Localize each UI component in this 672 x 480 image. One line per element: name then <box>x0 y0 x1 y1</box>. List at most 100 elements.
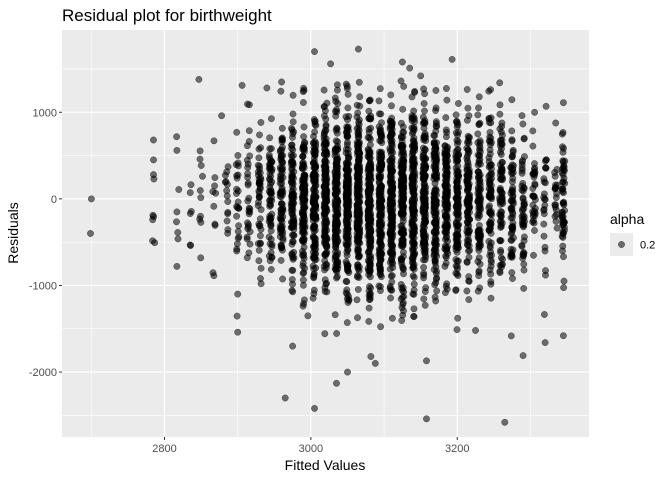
data-point <box>195 75 203 83</box>
data-point <box>397 77 405 85</box>
data-point <box>255 257 263 265</box>
data-point <box>465 277 473 285</box>
data-point <box>454 231 462 239</box>
data-point <box>410 280 418 288</box>
data-point <box>197 212 204 220</box>
data-point <box>443 147 451 155</box>
data-point <box>508 269 516 277</box>
data-point <box>496 101 504 109</box>
data-point <box>551 203 559 211</box>
data-point <box>552 119 560 127</box>
data-point <box>398 228 406 236</box>
data-point <box>509 146 517 154</box>
data-point <box>267 227 275 235</box>
data-point <box>343 223 351 231</box>
data-point <box>278 180 286 187</box>
data-point <box>560 144 567 152</box>
data-point <box>246 208 254 216</box>
data-point <box>365 185 373 193</box>
data-point <box>560 284 568 292</box>
data-point <box>398 182 406 190</box>
data-point <box>508 127 516 135</box>
data-point <box>377 323 385 331</box>
data-point <box>398 222 406 229</box>
data-point <box>234 328 242 336</box>
data-point <box>365 129 373 137</box>
data-point <box>255 187 263 195</box>
data-point <box>263 84 271 92</box>
data-point <box>365 107 373 115</box>
data-point <box>498 119 506 127</box>
data-point <box>233 312 241 320</box>
data-point <box>312 121 320 129</box>
data-point <box>419 175 427 183</box>
data-point <box>499 159 506 166</box>
data-point <box>399 239 407 247</box>
data-point <box>464 162 472 170</box>
data-point <box>327 60 335 68</box>
data-point <box>354 145 362 153</box>
data-point <box>150 156 157 164</box>
data-point <box>486 178 494 186</box>
data-point <box>497 211 505 219</box>
data-point <box>276 222 284 230</box>
data-point <box>453 242 461 250</box>
data-point <box>410 250 418 258</box>
data-point <box>343 286 351 294</box>
data-point <box>442 181 450 189</box>
data-point <box>540 232 548 240</box>
data-point <box>332 253 340 261</box>
data-point <box>288 266 296 274</box>
data-point <box>343 251 351 259</box>
data-point <box>364 213 372 221</box>
data-point <box>432 107 440 115</box>
data-point <box>453 197 461 205</box>
data-point <box>255 194 263 201</box>
data-point <box>400 82 408 90</box>
data-point <box>150 171 157 179</box>
data-point <box>388 102 395 110</box>
data-point <box>343 85 351 92</box>
data-point <box>344 159 352 167</box>
data-point <box>233 172 241 180</box>
data-point <box>488 195 495 203</box>
data-point <box>281 394 289 402</box>
data-point <box>290 168 298 176</box>
data-point <box>399 105 407 113</box>
data-point <box>232 161 240 169</box>
data-point <box>266 134 274 142</box>
data-point <box>474 130 482 138</box>
data-point <box>472 327 479 334</box>
data-point <box>443 128 451 136</box>
data-point <box>496 110 504 118</box>
legend: alpha 0.2 <box>610 211 655 256</box>
data-point <box>466 195 474 203</box>
data-point <box>409 272 417 280</box>
data-point <box>454 211 461 219</box>
data-point <box>474 287 482 295</box>
data-point <box>356 93 364 101</box>
data-point <box>345 293 352 300</box>
data-point <box>333 274 340 282</box>
data-point <box>300 148 308 156</box>
data-point <box>542 164 550 172</box>
data-point <box>463 86 471 93</box>
data-point <box>475 159 483 167</box>
data-point <box>475 246 483 254</box>
data-point <box>485 163 493 171</box>
data-point <box>560 162 568 170</box>
data-point <box>520 201 528 209</box>
data-point <box>345 166 353 174</box>
data-point <box>560 277 568 285</box>
data-point <box>197 194 205 202</box>
data-point <box>475 93 483 101</box>
data-point <box>389 230 397 238</box>
data-point <box>224 208 232 216</box>
data-point <box>300 86 308 94</box>
data-point <box>150 136 157 144</box>
data-point <box>496 236 504 244</box>
data-point <box>223 181 231 188</box>
data-point <box>529 210 537 218</box>
data-point <box>300 123 308 131</box>
data-point <box>173 146 181 154</box>
